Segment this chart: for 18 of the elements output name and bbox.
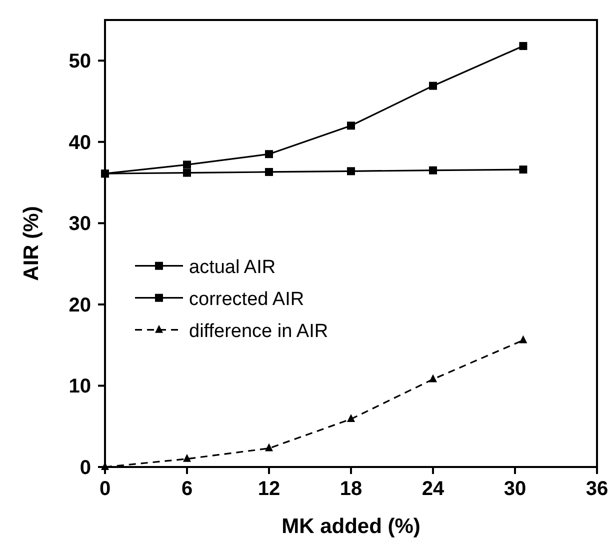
x-tick-label: 36 [586, 478, 608, 500]
y-axis-title: AIR (%) [20, 206, 43, 281]
y-tick-label: 30 [68, 213, 91, 236]
legend-label: difference in AIR [189, 320, 328, 342]
x-tick-label: 30 [504, 478, 526, 500]
x-tick-label: 6 [181, 478, 193, 500]
legend-label: actual AIR [189, 256, 276, 278]
y-tick-label: 50 [68, 50, 91, 73]
x-axis-title: MK added (%) [282, 515, 420, 538]
x-tick-label: 12 [258, 478, 280, 500]
y-tick-label: 10 [68, 376, 91, 398]
x-tick-label: 0 [99, 478, 111, 500]
y-tick-label: 0 [80, 457, 91, 479]
y-tick-label: 40 [68, 132, 91, 154]
legend-label: corrected AIR [189, 288, 304, 310]
x-tick-label: 24 [422, 478, 445, 500]
x-tick-label: 18 [340, 478, 362, 500]
y-tick-label: 20 [68, 294, 91, 316]
